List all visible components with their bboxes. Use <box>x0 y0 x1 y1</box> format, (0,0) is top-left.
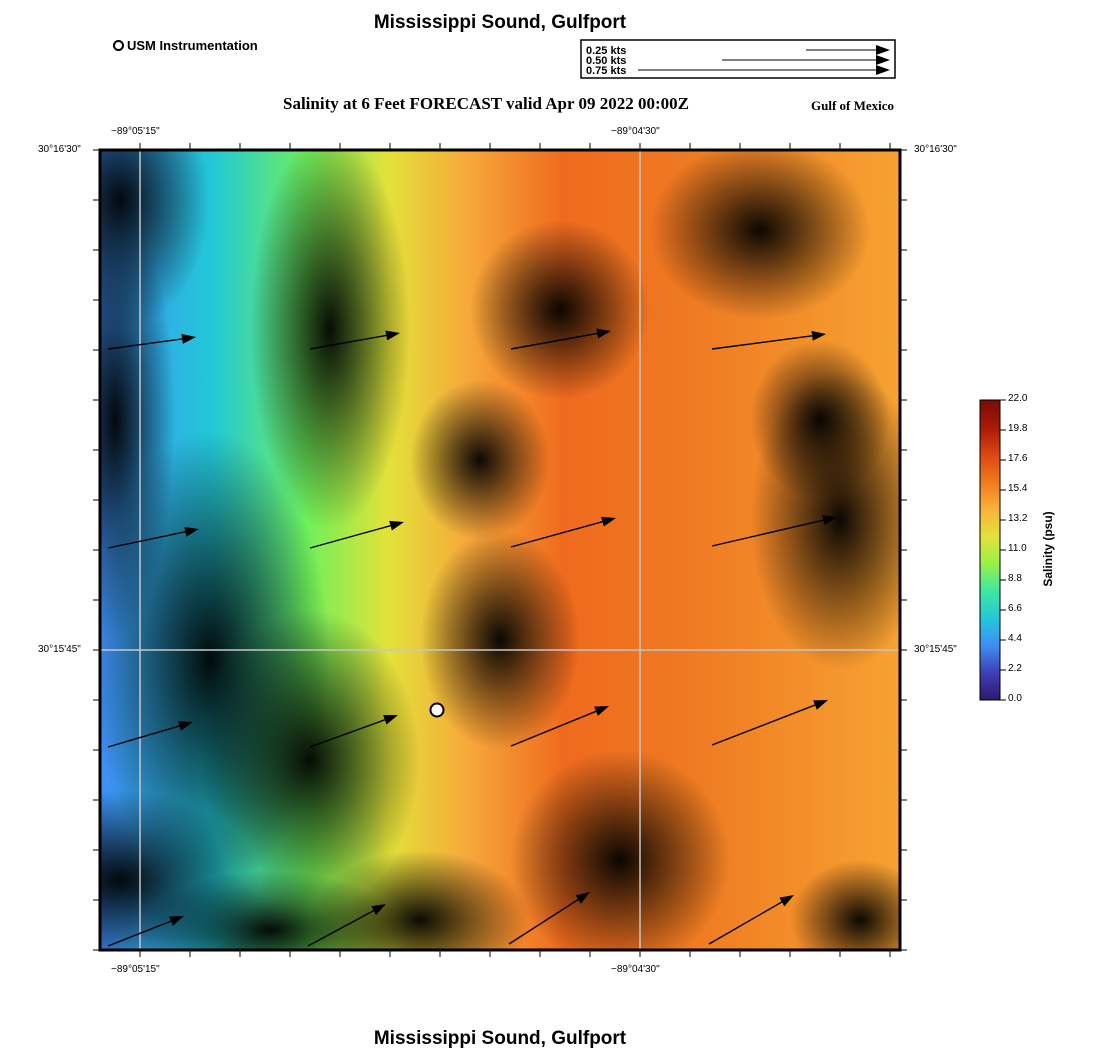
speed-key-label: 0.25 kts <box>586 45 626 57</box>
salinity-patch <box>420 530 580 750</box>
current-vector-arrow <box>309 520 404 549</box>
station-marker-icon <box>113 40 124 51</box>
colorbar-title: Salinity (psu) <box>1041 511 1055 587</box>
map-subtitle: Salinity at 6 Feet FORECAST valid Apr 09… <box>283 94 689 113</box>
colorbar-tick-label: 8.8 <box>1008 573 1022 584</box>
station-legend: USM Instrumentation <box>113 38 258 53</box>
colorbar-scale <box>979 399 1001 701</box>
region-label: Gulf of Mexico <box>811 98 895 113</box>
current-vector-arrow <box>510 516 616 548</box>
salinity-patch <box>250 150 410 530</box>
colorbar-tick-label: 15.4 <box>1008 483 1028 494</box>
salinity-patch <box>790 860 900 950</box>
lon-tick-bottom-1: −89°05'15" <box>111 964 160 975</box>
colorbar-tick-label: 11.0 <box>1008 543 1027 554</box>
current-vector-arrow <box>711 700 828 746</box>
lat-tick-right-2: 30°15'45" <box>914 644 957 655</box>
lat-tick-left-1: 30°16'30" <box>38 144 81 155</box>
lon-tick-top-2: −89°04'30" <box>611 126 660 137</box>
colorbar-tick-label: 0.0 <box>1008 693 1022 704</box>
salinity-patch <box>410 380 550 540</box>
current-vector-arrow <box>508 892 590 945</box>
current-vector-arrow <box>307 904 386 947</box>
colorbar-tick-label: 6.6 <box>1008 603 1022 614</box>
salinity-patch <box>200 610 420 910</box>
lon-tick-bottom-2: −89°04'30" <box>611 964 660 975</box>
lat-tick-left-2: 30°15'45" <box>38 644 81 655</box>
salinity-patch <box>650 150 870 320</box>
footer-title: Mississippi Sound, Gulfport <box>373 1028 627 1049</box>
colorbar-tick-label: 2.2 <box>1008 663 1022 674</box>
current-vector-arrow <box>510 328 611 350</box>
lat-tick-right-1: 30°16'30" <box>914 144 957 155</box>
salinity-patch <box>510 750 730 950</box>
colorbar-tick-label: 22.0 <box>1008 393 1028 404</box>
salinity-map <box>93 143 907 957</box>
usm-station-marker[interactable] <box>429 702 445 718</box>
colorbar-tick-label: 17.6 <box>1008 453 1028 464</box>
speed-key-label: 0.75 kts <box>586 65 626 77</box>
speed-key-arrow <box>806 45 890 55</box>
colorbar-tick-label: 13.2 <box>1008 513 1028 524</box>
speed-key-label: 0.50 kts <box>586 55 626 67</box>
speed-key-arrow <box>722 55 890 65</box>
current-vector-arrow <box>309 715 398 748</box>
colorbar-tick-label: 4.4 <box>1008 633 1022 644</box>
current-vector-arrow <box>107 916 184 947</box>
current-vector-arrow <box>510 706 609 747</box>
current-vector-arrow <box>107 333 196 350</box>
colorbar <box>979 399 1006 701</box>
salinity-patch <box>470 220 650 400</box>
current-vector-arrow <box>309 330 400 350</box>
current-vector-arrow <box>711 330 826 350</box>
lon-tick-top-1: −89°05'15" <box>111 126 160 137</box>
salinity-patch <box>310 850 530 950</box>
salinity-patch <box>750 340 890 500</box>
current-vector-arrow <box>107 721 193 748</box>
station-legend-label: USM Instrumentation <box>127 38 258 53</box>
current-vector-arrow <box>708 895 794 945</box>
current-vector-arrow <box>107 526 199 549</box>
map-title: Mississippi Sound, Gulfport <box>373 12 627 33</box>
current-vector-arrow <box>711 515 837 547</box>
colorbar-tick-label: 19.8 <box>1008 423 1028 434</box>
speed-key-arrow <box>638 65 890 75</box>
